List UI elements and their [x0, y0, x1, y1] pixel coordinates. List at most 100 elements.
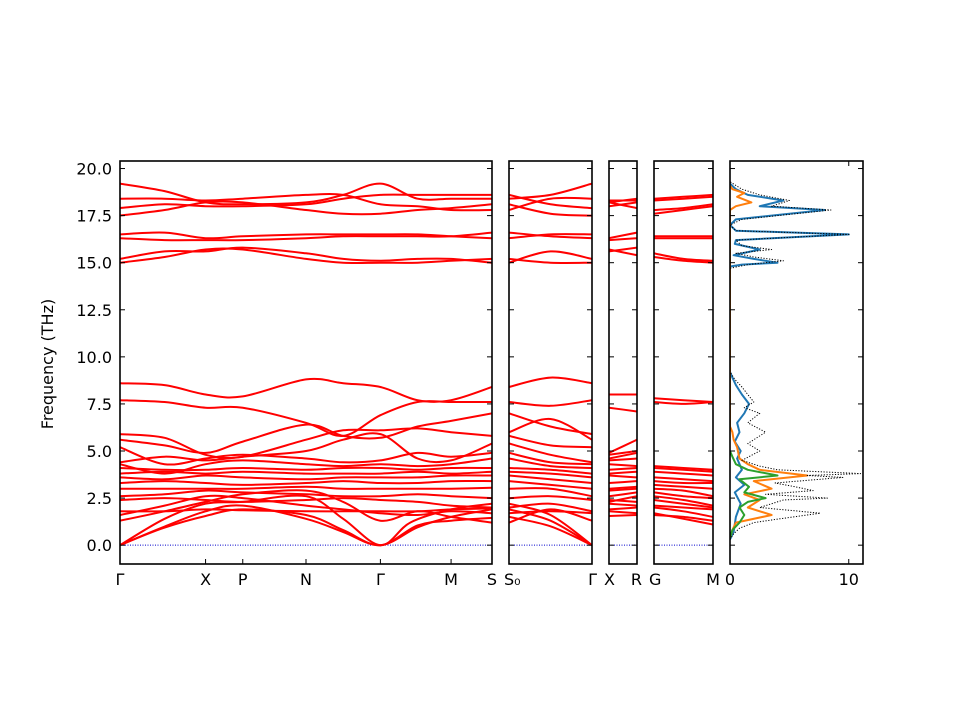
y-tick-label: 12.5	[76, 301, 112, 320]
phonon-band-main-13	[120, 457, 492, 475]
phonon-band-g-m-13	[654, 465, 713, 471]
dos-lines	[730, 181, 862, 540]
k-point-label: R	[631, 570, 642, 589]
phonon-band-x-r-0	[609, 510, 637, 515]
y-axis: 0.0 2.5 5.0 7.5 10.0 12.5 15.0 17.5 20.0	[76, 160, 112, 556]
y-tick-label: 7.5	[87, 395, 112, 414]
y-tick-label: 17.5	[76, 207, 112, 226]
phonon-band-g-m-1	[654, 514, 713, 522]
phonon-band-main-27	[120, 182, 492, 206]
phonon-band-x-r-10	[609, 474, 637, 479]
k-point-label: S	[487, 570, 497, 589]
band-panels: Γ X P N Γ M S S₀ Γ X R G M	[116, 160, 720, 589]
phonon-band-x-r-9	[609, 480, 637, 484]
phonon-band-main-10	[120, 474, 492, 481]
y-tick-label: 5.0	[87, 442, 112, 461]
phonon-band-s0-gamma-27	[509, 182, 592, 200]
panel-frame	[653, 160, 714, 565]
phonon-band-g-m-21	[654, 203, 713, 211]
phonon-band-s0-gamma-16	[509, 412, 592, 436]
phonon-band-main-14	[120, 432, 492, 464]
phonon-band-g-m-3	[654, 504, 713, 511]
phonon-band-x-r-13	[609, 463, 637, 468]
phonon-band-main-25	[120, 193, 492, 210]
k-point-label: G	[649, 570, 661, 589]
y-tick-label: 10.0	[76, 348, 112, 367]
band-lines	[654, 193, 713, 526]
phonon-band-main-8	[120, 485, 492, 490]
y-axis-title: Frequency (THz)	[38, 299, 57, 429]
phonon-band-s0-gamma-8	[509, 480, 592, 490]
phonon-band-x-r-14	[609, 457, 637, 462]
phonon-band-s0-gamma-11	[509, 467, 592, 475]
y-tick-label: 2.5	[87, 489, 112, 508]
phonon-band-s0-gamma-3	[509, 508, 592, 524]
phonon-band-x-r-4	[609, 491, 637, 498]
panel-frame	[608, 160, 638, 565]
dos-x-tick-label: 0	[725, 570, 735, 589]
phonon-band-s0-gamma-15	[509, 434, 592, 449]
dos-curve-3	[730, 450, 779, 538]
phonon-band-s0-gamma-23	[509, 233, 592, 240]
k-point-label: M	[444, 570, 458, 589]
phonon-band-g-m-23	[654, 193, 713, 200]
phonon-band-x-r-22	[609, 237, 637, 242]
phonon-band-s0-gamma-10	[509, 470, 592, 479]
phonon-band-g-m-4	[654, 499, 713, 509]
phonon-band-x-r-23	[609, 231, 637, 240]
dos-curve-0	[730, 181, 862, 540]
phonon-band-s0-gamma-5	[509, 502, 592, 513]
phonon-band-s0-gamma-12	[509, 457, 592, 469]
band-lines	[609, 197, 637, 517]
phonon-band-g-m-8	[654, 483, 713, 490]
phonon-band-g-m-9	[654, 480, 713, 485]
phonon-band-x-r-1	[609, 514, 637, 517]
phonon-band-s0-gamma-7	[509, 487, 592, 498]
phonon-band-main-6	[120, 497, 492, 509]
phonon-band-main-22	[120, 231, 492, 242]
k-point-label: Γ	[376, 570, 385, 589]
phonon-band-main-11	[120, 470, 492, 475]
phonon-band-s0-gamma-26	[509, 196, 592, 211]
k-point-label: M	[706, 570, 720, 589]
phonon-band-x-r-7	[609, 487, 637, 492]
phonon-band-main-5	[120, 507, 492, 513]
phonon-band-g-m-12	[654, 467, 713, 473]
phonon-band-main-20	[120, 247, 492, 264]
phonon-band-x-r-6	[609, 499, 637, 503]
k-point-label: N	[300, 570, 312, 589]
y-tick-label: 0.0	[87, 536, 112, 555]
phonon-band-g-m-2	[654, 506, 713, 518]
band-lines	[509, 182, 592, 547]
phonon-band-x-r-21	[609, 246, 637, 253]
phonon-band-g-m-17	[654, 252, 713, 262]
phonon-band-s0-gamma-22	[509, 231, 592, 240]
k-point-label: X	[604, 570, 615, 589]
phonon-band-s0-gamma-0	[509, 508, 592, 547]
dos-curve-1	[730, 182, 850, 540]
phonon-band-main-15	[120, 446, 492, 466]
phonon-band-x-r-17	[609, 438, 637, 454]
phonon-band-g-m-5	[654, 495, 713, 507]
phonon-band-x-r-8	[609, 485, 637, 490]
phonon-band-g-m-11	[654, 470, 713, 477]
phonon-band-x-r-27	[609, 197, 637, 204]
phonon-band-x-r-2	[609, 502, 637, 507]
phonon-band-g-m-15	[654, 397, 713, 403]
phonon-band-g-m-7	[654, 487, 713, 498]
phonon-band-g-m-10	[654, 476, 713, 483]
phonon-band-main-7	[120, 489, 492, 500]
phonon-band-main-9	[120, 479, 492, 486]
phonon-band-s0-gamma-14	[509, 442, 592, 464]
k-point-label: X	[200, 570, 211, 589]
phonon-band-s0-gamma-9	[509, 474, 592, 484]
phonon-band-main-1	[120, 508, 492, 547]
phonon-band-g-m-16	[654, 256, 713, 264]
phonon-band-s0-gamma-4	[509, 510, 592, 515]
phonon-band-x-r-15	[609, 451, 637, 460]
y-tick-label: 15.0	[76, 254, 112, 273]
phonon-band-main-26	[120, 193, 492, 212]
